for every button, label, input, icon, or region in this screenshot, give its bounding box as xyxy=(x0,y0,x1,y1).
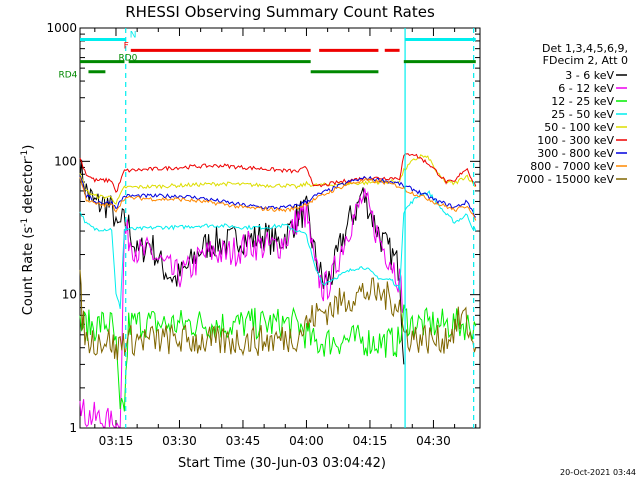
y-tick-label: 10 xyxy=(62,288,77,302)
legend-entry: 12 - 25 keV xyxy=(551,95,614,108)
x-tick-label: 03:45 xyxy=(226,434,261,448)
series-line xyxy=(79,188,405,428)
chart-title: RHESSI Observing Summary Count Rates xyxy=(125,3,435,21)
x-tick-label: 04:30 xyxy=(416,434,451,448)
legend: Det 1,3,4,5,6,9,FDecim 2, Att 0 3 - 6 keV… xyxy=(516,42,628,186)
series-line xyxy=(79,175,477,218)
legend-entry: 7000 - 15000 keV xyxy=(516,173,614,186)
state-label: F xyxy=(124,41,129,51)
state-label: N xyxy=(130,30,137,40)
legend-entry: 50 - 100 keV xyxy=(544,121,614,134)
y-tick-label: 1000 xyxy=(46,21,77,35)
legend-entry: 300 - 800 keV xyxy=(537,147,614,160)
legend-header: Det 1,3,4,5,6,9, xyxy=(542,42,628,55)
plot-area: 03:15 03:30 03:45 04:00 04:15 04:30 1 10 100 1000… xyxy=(46,21,481,448)
y-axis-label: Count Rate (s-1 detector-1) xyxy=(20,145,36,316)
timestamp: 20-Oct-2021 03:44 xyxy=(560,468,636,477)
y-tick-label: 1 xyxy=(69,421,77,435)
x-tick-label: 04:00 xyxy=(289,434,324,448)
series-line xyxy=(79,304,477,412)
series-line xyxy=(79,176,477,221)
state-label: RD4 xyxy=(58,71,77,81)
plot-frame xyxy=(79,27,481,429)
legend-entry: 800 - 7000 keV xyxy=(530,160,614,173)
x-tick-label: 03:15 xyxy=(99,434,134,448)
legend-entry: 6 - 12 keV xyxy=(558,82,614,95)
series-line xyxy=(79,190,477,309)
series-line xyxy=(79,159,405,365)
series-line xyxy=(79,154,476,205)
y-tick-label: 100 xyxy=(54,154,77,168)
x-axis-label: Start Time (30-Jun-03 03:04:42) xyxy=(178,456,386,471)
state-label: RD0 xyxy=(118,54,137,64)
legend-header: FDecim 2, Att 0 xyxy=(543,54,628,67)
series-line xyxy=(79,269,477,361)
x-tick-label: 03:30 xyxy=(162,434,197,448)
legend-entry: 25 - 50 keV xyxy=(551,108,614,121)
series-line xyxy=(79,153,477,193)
legend-entry: 3 - 6 keV xyxy=(565,69,614,82)
legend-entry: 100 - 300 keV xyxy=(537,134,614,147)
x-tick-label: 04:15 xyxy=(353,434,388,448)
